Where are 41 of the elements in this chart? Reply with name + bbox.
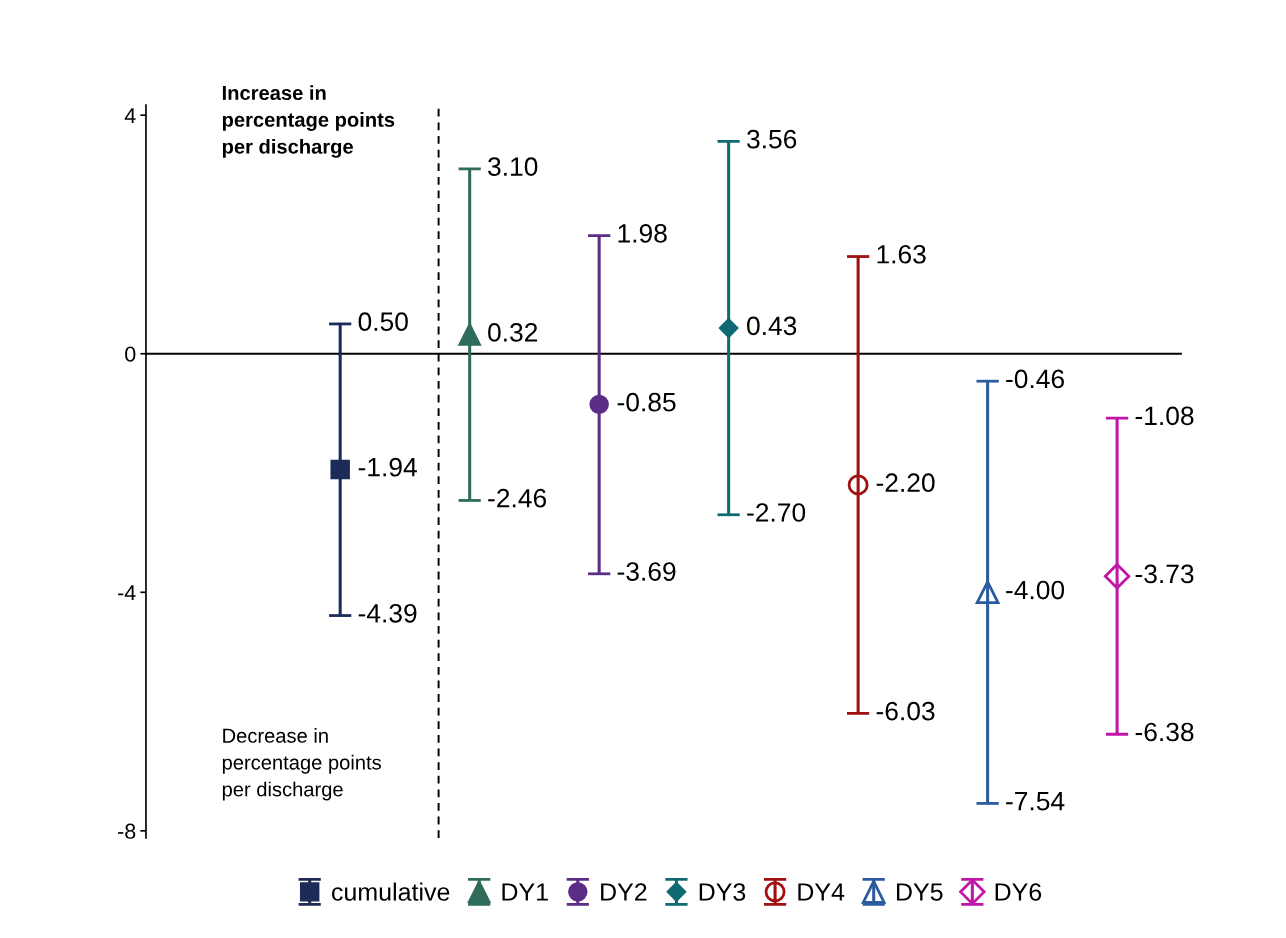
- point: [589, 394, 609, 415]
- data-label: -2.20: [876, 473, 935, 493]
- point: [1103, 563, 1131, 590]
- data-label: -3.73: [1135, 564, 1194, 584]
- y-tick-label: -4: [118, 585, 136, 601]
- point: [330, 459, 350, 480]
- legend-label: DY5: [897, 883, 943, 901]
- legend-label: DY2: [601, 883, 647, 901]
- point: [975, 580, 1000, 605]
- annotation: -7.54: [1006, 792, 1065, 811]
- annotation: 3.56: [747, 129, 797, 149]
- annotation: -6.03: [876, 701, 935, 721]
- y-tick-label: 0: [125, 346, 136, 362]
- annotation: -3.69: [617, 562, 676, 581]
- annotation: Decrease in percentage points per discharge: [222, 728, 381, 801]
- point: [847, 474, 869, 496]
- annotation: -6.38: [1135, 722, 1194, 742]
- annotation: 0.50: [358, 312, 408, 332]
- legend-label: DY6: [995, 883, 1042, 901]
- point: [718, 318, 739, 338]
- annotation: -1.08: [1135, 406, 1194, 426]
- annotation: -2.70: [747, 503, 806, 522]
- data-label: 0.43: [747, 316, 797, 336]
- annotation: 1.98: [618, 224, 667, 243]
- annotation: -4.39: [358, 603, 417, 623]
- legend-label: cumulative: [332, 882, 450, 901]
- data-label: -0.85: [617, 392, 676, 412]
- data-label: -1.94: [358, 457, 417, 477]
- legend-label: DY1: [502, 883, 548, 901]
- legend-label: DY3: [699, 883, 746, 901]
- annotation: -2.46: [488, 488, 547, 508]
- annotation: Increase in percentage points per discharge: [222, 85, 395, 158]
- y-tick-label: -8: [118, 823, 136, 839]
- annotation: 3.10: [488, 157, 538, 176]
- data-label: -4.00: [1006, 580, 1065, 600]
- annotation: 1.63: [877, 244, 926, 264]
- point: [458, 323, 481, 346]
- data-label: 0.32: [488, 323, 538, 342]
- annotation: -0.46: [1006, 369, 1064, 389]
- y-tick-label: 4: [124, 108, 136, 123]
- legend-label: DY4: [798, 883, 845, 901]
